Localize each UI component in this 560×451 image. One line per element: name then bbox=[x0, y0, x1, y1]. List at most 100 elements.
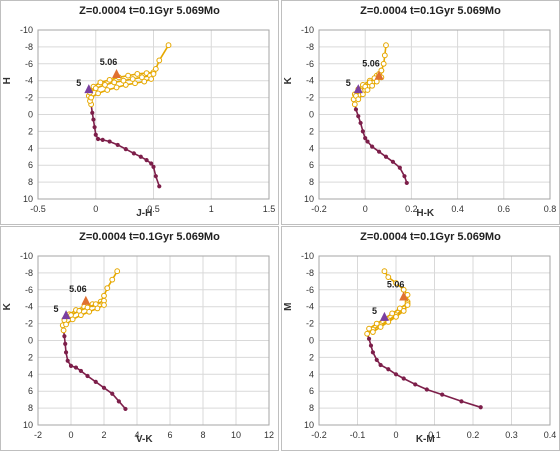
data-point bbox=[156, 57, 163, 64]
data-point bbox=[131, 151, 136, 156]
y-tick-label: -6 bbox=[306, 59, 314, 69]
y-tick-label: -6 bbox=[306, 285, 314, 295]
data-point bbox=[355, 96, 362, 103]
marker-triangle bbox=[112, 68, 122, 78]
data-point bbox=[397, 165, 402, 170]
data-point bbox=[385, 274, 392, 281]
y-tick-label: -10 bbox=[301, 251, 314, 261]
marker-label: 5 bbox=[54, 304, 59, 314]
data-point bbox=[101, 292, 107, 299]
y-tick-label: -2 bbox=[25, 319, 33, 329]
data-point bbox=[62, 334, 67, 339]
data-point bbox=[141, 78, 148, 85]
data-point bbox=[356, 114, 361, 119]
y-tick-label: -6 bbox=[25, 59, 33, 69]
data-point bbox=[102, 82, 108, 88]
data-point bbox=[353, 107, 359, 112]
data-point bbox=[120, 77, 127, 84]
data-point bbox=[370, 329, 376, 335]
data-point bbox=[101, 302, 107, 308]
data-point bbox=[107, 139, 112, 144]
data-point bbox=[157, 184, 162, 189]
marker-triangle bbox=[84, 84, 94, 94]
data-point bbox=[125, 72, 131, 79]
x-axis-label: J-H bbox=[136, 208, 152, 219]
y-tick-label: 4 bbox=[28, 369, 33, 379]
data-point bbox=[373, 320, 380, 327]
x-tick-label: 0.2 bbox=[405, 204, 418, 214]
data-point bbox=[364, 330, 371, 337]
y-tick-label: 4 bbox=[28, 143, 33, 153]
data-point bbox=[153, 174, 158, 179]
data-point bbox=[69, 316, 76, 323]
y-tick-label: 8 bbox=[28, 177, 33, 187]
marker-label: 5.06 bbox=[362, 59, 380, 69]
data-point bbox=[138, 154, 143, 159]
y-tick-label: -10 bbox=[301, 25, 314, 35]
data-point bbox=[373, 78, 380, 85]
chart-title: Z=0.0004 t=0.1Gyr 5.069Mo bbox=[79, 231, 220, 243]
y-tick-label: -2 bbox=[306, 319, 314, 329]
y-tick-label: 8 bbox=[309, 403, 314, 413]
data-point bbox=[424, 387, 429, 392]
plot-area bbox=[37, 255, 270, 426]
data-point bbox=[368, 343, 374, 348]
y-tick-label: -6 bbox=[25, 285, 33, 295]
data-point bbox=[97, 79, 104, 86]
x-tick-label: 0 bbox=[363, 204, 368, 214]
y-tick-label: 10 bbox=[23, 194, 33, 204]
data-point bbox=[148, 76, 155, 82]
data-point bbox=[86, 308, 93, 315]
data-point bbox=[366, 325, 372, 332]
marker-triangle bbox=[379, 311, 389, 321]
data-point bbox=[123, 406, 128, 412]
x-tick-label: 1 bbox=[209, 204, 214, 214]
x-tick-label: 1.5 bbox=[263, 204, 276, 214]
data-point bbox=[478, 405, 483, 410]
marker-triangle bbox=[81, 295, 91, 305]
x-tick-label: 12 bbox=[264, 430, 274, 440]
data-point bbox=[93, 132, 98, 137]
data-point bbox=[152, 65, 159, 72]
data-point bbox=[114, 268, 121, 275]
data-point bbox=[376, 149, 382, 154]
y-tick-label: 10 bbox=[304, 194, 314, 204]
chart-panel-3: Z=0.0004 t=0.1Gyr 5.069Mo -2 0 2 4 6 8 10 12 -10 -… bbox=[0, 226, 279, 451]
chart-border bbox=[281, 226, 560, 451]
data-point bbox=[381, 268, 388, 275]
y-tick-label: 6 bbox=[28, 160, 33, 170]
data-point bbox=[404, 180, 409, 186]
data-point bbox=[381, 52, 388, 59]
x-tick-label: -2 bbox=[34, 430, 42, 440]
x-tick-label: 0.4 bbox=[451, 204, 464, 214]
data-point bbox=[111, 79, 118, 86]
x-tick-label: 0.1 bbox=[428, 430, 441, 440]
data-point bbox=[400, 308, 407, 314]
data-point bbox=[109, 276, 116, 283]
chart-border bbox=[0, 226, 279, 451]
data-point bbox=[401, 376, 406, 381]
data-point bbox=[78, 368, 84, 374]
x-tick-label: -0.1 bbox=[350, 430, 366, 440]
y-tick-label: 6 bbox=[28, 386, 33, 396]
y-tick-label: 0 bbox=[28, 336, 33, 346]
x-tick-label: 0.2 bbox=[467, 430, 480, 440]
data-point bbox=[78, 312, 84, 319]
x-tick-label: 0.8 bbox=[544, 204, 557, 214]
data-point bbox=[370, 144, 375, 149]
chart-title: Z=0.0004 t=0.1Gyr 5.069Mo bbox=[79, 5, 220, 17]
y-tick-label: 8 bbox=[28, 403, 33, 413]
data-point bbox=[104, 285, 111, 292]
y-tick-label: 6 bbox=[309, 386, 314, 396]
x-tick-label: -0.2 bbox=[311, 430, 327, 440]
data-point bbox=[90, 110, 95, 115]
data-point bbox=[370, 350, 376, 355]
x-tick-label: -0.5 bbox=[30, 204, 46, 214]
x-axis-label: V-K bbox=[136, 434, 153, 445]
data-point bbox=[366, 336, 372, 341]
data-point bbox=[93, 379, 98, 385]
marker-triangle bbox=[399, 291, 409, 301]
x-tick-label: 8 bbox=[200, 430, 205, 440]
y-tick-label: 2 bbox=[28, 126, 33, 136]
y-tick-label: 8 bbox=[309, 177, 314, 187]
